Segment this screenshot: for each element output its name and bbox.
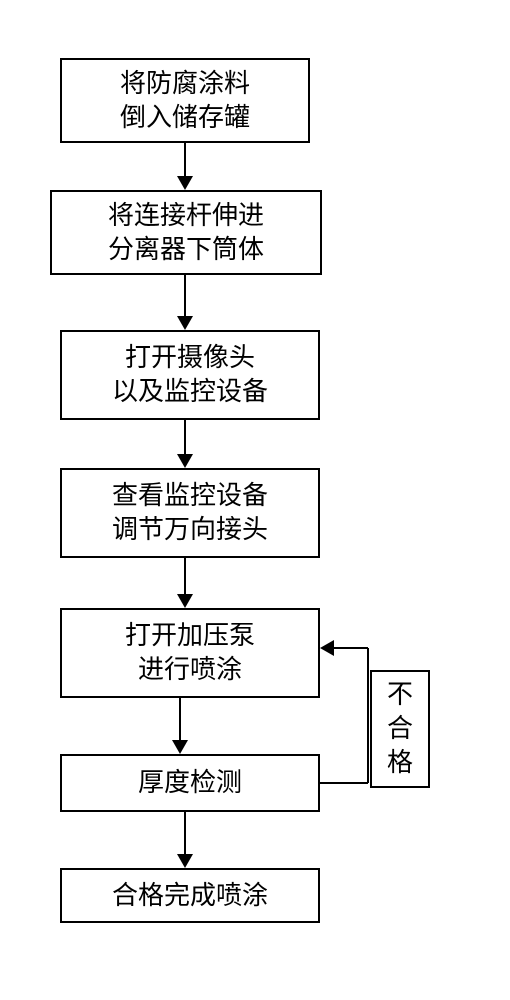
node-text: 合 — [387, 712, 413, 746]
flowchart-node-feedback-label: 不 合 格 — [370, 670, 430, 788]
flowchart-node-step7: 合格完成喷涂 — [60, 868, 320, 923]
node-text: 合格完成喷涂 — [112, 879, 268, 913]
node-text: 格 — [387, 746, 413, 780]
node-text: 不 — [387, 678, 413, 712]
